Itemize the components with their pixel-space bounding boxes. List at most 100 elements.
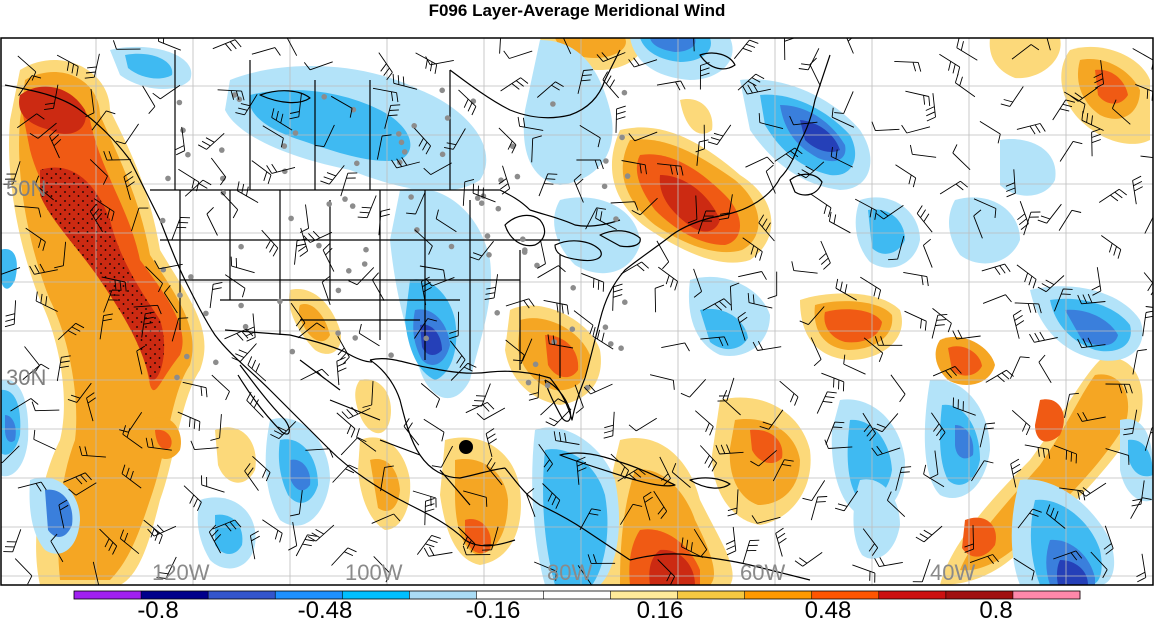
wind-barb bbox=[1000, 86, 1024, 107]
wind-barb bbox=[1135, 83, 1153, 101]
wind-barb bbox=[687, 195, 698, 224]
station-dot bbox=[180, 127, 186, 134]
wind-barb bbox=[1016, 264, 1037, 289]
wind-barb bbox=[415, 52, 438, 74]
wind-barb bbox=[209, 281, 223, 309]
wind-barb bbox=[147, 524, 177, 537]
negative-wind-shading bbox=[1, 38, 1153, 585]
wind-barb bbox=[380, 465, 394, 492]
station-dot bbox=[398, 139, 405, 146]
wind-barb bbox=[270, 421, 297, 440]
wind-barb bbox=[463, 490, 488, 507]
wind-barb bbox=[50, 533, 64, 563]
black-dot-marker bbox=[459, 440, 473, 454]
wind-barb bbox=[14, 205, 42, 218]
wind-barb bbox=[449, 340, 466, 368]
station-dot bbox=[231, 92, 238, 98]
wind-barb bbox=[922, 238, 933, 268]
wind-barb bbox=[886, 491, 906, 518]
wind-barb bbox=[340, 172, 358, 197]
wind-barb bbox=[916, 205, 933, 233]
wind-barb bbox=[288, 522, 298, 551]
wind-barb bbox=[1, 445, 20, 464]
wind-barb bbox=[693, 38, 695, 52]
wind-barb bbox=[681, 537, 704, 559]
station-dot bbox=[388, 352, 394, 359]
station-dot bbox=[619, 134, 625, 141]
wind-barb bbox=[798, 48, 820, 71]
wind-barb bbox=[901, 124, 931, 134]
wind-barb bbox=[1016, 123, 1046, 135]
colorbar-swatch bbox=[744, 591, 813, 599]
wind-barb bbox=[695, 124, 705, 153]
wind-barb bbox=[249, 530, 260, 560]
wind-barb bbox=[25, 227, 46, 251]
wind-barb bbox=[562, 38, 572, 54]
colorbar-swatch bbox=[141, 591, 209, 599]
wind-barb bbox=[553, 431, 580, 445]
wind-barb bbox=[700, 336, 729, 347]
wind-barb bbox=[372, 87, 399, 103]
wind-barb bbox=[1144, 216, 1153, 234]
wind-barb bbox=[251, 160, 272, 185]
wind-barb bbox=[1111, 99, 1131, 125]
station-dot bbox=[238, 302, 244, 309]
wind-barb bbox=[577, 69, 594, 94]
wind-barb bbox=[595, 208, 617, 230]
wind-barb bbox=[1023, 211, 1041, 236]
wind-barb bbox=[89, 203, 103, 233]
wind-barb bbox=[581, 272, 605, 292]
wind-barb bbox=[1090, 551, 1108, 579]
wind-barb bbox=[577, 565, 593, 585]
wind-barb bbox=[122, 425, 143, 449]
colorbar-label-neg-0.8: -0.8 bbox=[137, 597, 178, 622]
wind-barb bbox=[656, 80, 686, 91]
wind-barb bbox=[774, 147, 803, 162]
wind-barb bbox=[1131, 480, 1145, 507]
wind-barb bbox=[574, 384, 584, 414]
wind-barb bbox=[472, 383, 491, 407]
wind-barb bbox=[513, 338, 533, 362]
wind-barb bbox=[824, 439, 853, 449]
wind-barb bbox=[873, 413, 899, 433]
wind-barb bbox=[1053, 444, 1077, 464]
wind-barb bbox=[602, 71, 620, 99]
wind-barb bbox=[340, 437, 367, 456]
wind-barb bbox=[596, 52, 626, 63]
wind-barb bbox=[695, 410, 714, 436]
wind-barb bbox=[680, 378, 707, 398]
wind-barb bbox=[93, 198, 115, 222]
wind-barb bbox=[99, 313, 113, 340]
wind-barb bbox=[206, 206, 218, 236]
wind-barb bbox=[862, 528, 879, 556]
wind-barb bbox=[290, 490, 303, 517]
wind-barb bbox=[341, 406, 371, 419]
wind-barb bbox=[416, 534, 441, 555]
wind-barb bbox=[201, 475, 225, 493]
wind-barb bbox=[182, 381, 208, 398]
wind-barb bbox=[1132, 175, 1143, 205]
station-dot bbox=[534, 262, 540, 269]
wind-barb bbox=[1046, 504, 1066, 529]
lon-label-60w: 60W bbox=[740, 560, 785, 585]
lon-label-120w: 120W bbox=[152, 560, 210, 585]
wind-barb bbox=[121, 464, 142, 489]
colorbar-swatch bbox=[342, 591, 410, 599]
map-frame bbox=[0, 37, 1154, 586]
wind-barb bbox=[843, 354, 866, 375]
wind-barb bbox=[171, 216, 191, 240]
wind-barb bbox=[424, 497, 435, 526]
wind-barb bbox=[573, 173, 584, 203]
wind-barb bbox=[373, 556, 391, 583]
wind-barb bbox=[330, 95, 353, 118]
wind-barb bbox=[1064, 392, 1079, 418]
wind-barb bbox=[1078, 482, 1107, 497]
wind-barb bbox=[34, 175, 54, 201]
wind-barb bbox=[56, 355, 71, 382]
wind-barb bbox=[779, 380, 799, 406]
wind-barb bbox=[583, 383, 613, 395]
wind-barb bbox=[247, 356, 267, 382]
wind-barb bbox=[816, 391, 837, 414]
wind-barb bbox=[297, 322, 325, 339]
wind-barb bbox=[1010, 458, 1022, 488]
